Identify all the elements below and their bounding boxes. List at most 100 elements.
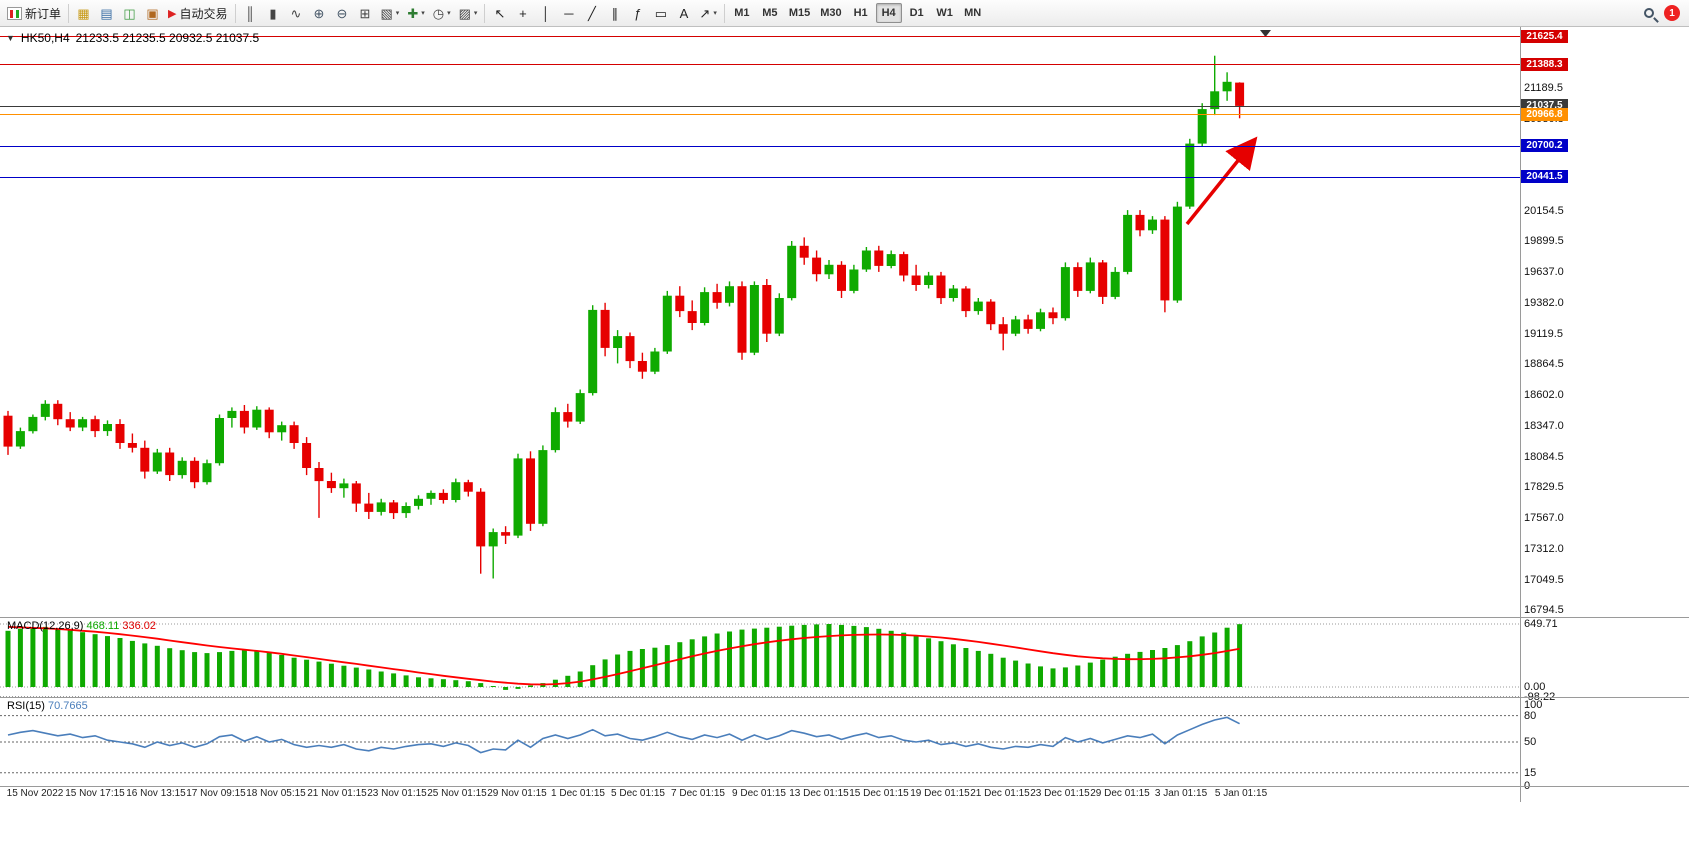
timeframe-h1-button[interactable]: H1	[848, 3, 874, 23]
candle-body	[799, 245, 809, 258]
horizontal-line-button[interactable]: ─	[557, 2, 580, 24]
time-axis-label: 5 Jan 01:15	[1214, 788, 1268, 799]
candle-body	[389, 502, 399, 514]
dropdown-arrow-icon: ▾	[421, 10, 425, 17]
candle-body	[289, 425, 299, 443]
candle-body	[600, 309, 610, 348]
timeframe-h4-button[interactable]: H4	[875, 3, 902, 23]
candle-body	[1011, 319, 1021, 334]
navigator-button[interactable]: ◫	[118, 2, 141, 24]
price-scale-border[interactable]	[1520, 27, 1521, 802]
timeframe-m30-button[interactable]: M30	[816, 3, 845, 23]
fibonacci-button[interactable]: ƒ	[626, 2, 649, 24]
zoom-in-button[interactable]: ⊕	[308, 2, 331, 24]
candle-body	[998, 324, 1008, 334]
macd-histogram-bar	[577, 671, 583, 687]
timeframe-d1-button[interactable]: D1	[904, 3, 930, 23]
candle-body	[152, 452, 162, 472]
macd-panel[interactable]	[0, 618, 1520, 697]
candle-body	[948, 288, 958, 298]
macd-histogram-bar	[154, 645, 160, 687]
rsi-panel[interactable]	[0, 698, 1520, 786]
dropdown-arrow-icon: ▾	[447, 10, 451, 17]
crosshair-button[interactable]: +	[511, 2, 534, 24]
new-chart-button[interactable]: ▧ ▾	[377, 2, 404, 24]
candle-chart-icon: ▮	[269, 5, 277, 21]
macd-histogram-bar	[1075, 665, 1081, 687]
macd-histogram-bar	[366, 669, 372, 687]
new-order-button[interactable]: 新订单	[3, 2, 65, 24]
vertical-line-button[interactable]: │	[534, 2, 557, 24]
channel-button[interactable]: ∥	[603, 2, 626, 24]
cursor-button[interactable]: ↖	[488, 2, 511, 24]
vertical-line-icon: │	[541, 5, 550, 21]
text-button[interactable]: A	[672, 2, 695, 24]
zoom-out-button[interactable]: ⊖	[331, 2, 354, 24]
tile-windows-button[interactable]: ⊞	[354, 2, 377, 24]
price-scale-label: 20154.5	[1524, 204, 1564, 217]
data-window-button[interactable]: ▤	[95, 2, 118, 24]
macd-histogram-bar	[926, 638, 932, 687]
macd-histogram-bar	[776, 626, 782, 687]
macd-scale-label: -98.22	[1524, 690, 1556, 703]
notification-badge[interactable]: 1	[1664, 5, 1680, 21]
dropdown-arrow-icon: ▾	[395, 10, 400, 17]
candle-body	[550, 412, 560, 451]
time-axis[interactable]: 15 Nov 2022 15 Nov 17:15 16 Nov 13:15 17 No…	[0, 788, 1520, 802]
annotation-arrow[interactable]	[1185, 136, 1258, 226]
time-axis-label: 15 Nov 2022	[6, 788, 64, 799]
timeframe-mn-button[interactable]: MN	[960, 3, 986, 23]
price-scale-label: 19119.5	[1524, 327, 1563, 340]
macd-histogram-bar	[80, 632, 86, 687]
macd-histogram-bar	[129, 640, 135, 687]
price-chart[interactable]	[0, 27, 1520, 617]
pane-separator[interactable]	[0, 786, 1689, 787]
templates-button[interactable]: ▨ ▾	[455, 2, 482, 24]
autotrade-icon: ▶	[168, 7, 177, 20]
line-chart-button[interactable]: ∿	[285, 2, 308, 24]
search-button[interactable]	[1637, 2, 1660, 24]
market-watch-button[interactable]: ▦	[72, 2, 95, 24]
macd-histogram-bar	[913, 635, 919, 687]
candle-body	[1197, 109, 1207, 144]
terminal-icon: ▣	[146, 5, 159, 21]
candle-body	[1235, 82, 1245, 106]
macd-histogram-bar	[304, 659, 310, 687]
autotrade-button[interactable]: ▶ 自动交易	[164, 2, 231, 24]
candle-body	[1023, 319, 1033, 329]
timeframe-m1-button[interactable]: M1	[729, 3, 755, 23]
pane-separator[interactable]	[0, 617, 1689, 618]
macd-histogram-bar	[117, 638, 123, 687]
timeframe-m15-button[interactable]: M15	[785, 3, 814, 23]
bar-chart-button[interactable]: ║	[239, 2, 262, 24]
pane-separator[interactable]	[0, 697, 1689, 698]
candle-body	[700, 292, 710, 323]
candle-body	[563, 412, 573, 422]
chart-shift-marker[interactable]	[1260, 30, 1271, 37]
macd-histogram-bar	[751, 628, 757, 687]
shapes-button[interactable]: ▭	[649, 2, 672, 24]
navigator-icon: ◫	[123, 5, 136, 21]
candle-chart-button[interactable]: ▮	[262, 2, 285, 24]
candle-body	[103, 424, 112, 432]
candle-body	[849, 269, 859, 291]
candle-body	[787, 245, 797, 299]
macd-histogram-bar	[229, 650, 235, 687]
arrows-button[interactable]: ↗ ▾	[695, 2, 720, 24]
macd-histogram-bar	[1212, 632, 1218, 687]
trendline-icon: ╱	[587, 5, 596, 21]
candle-body	[127, 443, 137, 448]
macd-histogram-bar	[254, 650, 260, 687]
macd-histogram-bar	[528, 685, 533, 687]
horizontal-line-icon: ─	[564, 5, 574, 21]
macd-histogram-bar	[465, 681, 471, 687]
terminal-button[interactable]: ▣	[141, 2, 164, 24]
one-click-trading-toggle[interactable]: ▼	[6, 33, 15, 43]
timeframe-w1-button[interactable]: W1	[932, 3, 958, 23]
indicators-button[interactable]: ✚ ▾	[403, 2, 428, 24]
candle-body	[476, 491, 486, 547]
macd-histogram-bar	[217, 652, 222, 687]
timeframe-m5-button[interactable]: M5	[757, 3, 783, 23]
trendline-button[interactable]: ╱	[580, 2, 603, 24]
periods-button[interactable]: ◷ ▾	[429, 2, 455, 24]
